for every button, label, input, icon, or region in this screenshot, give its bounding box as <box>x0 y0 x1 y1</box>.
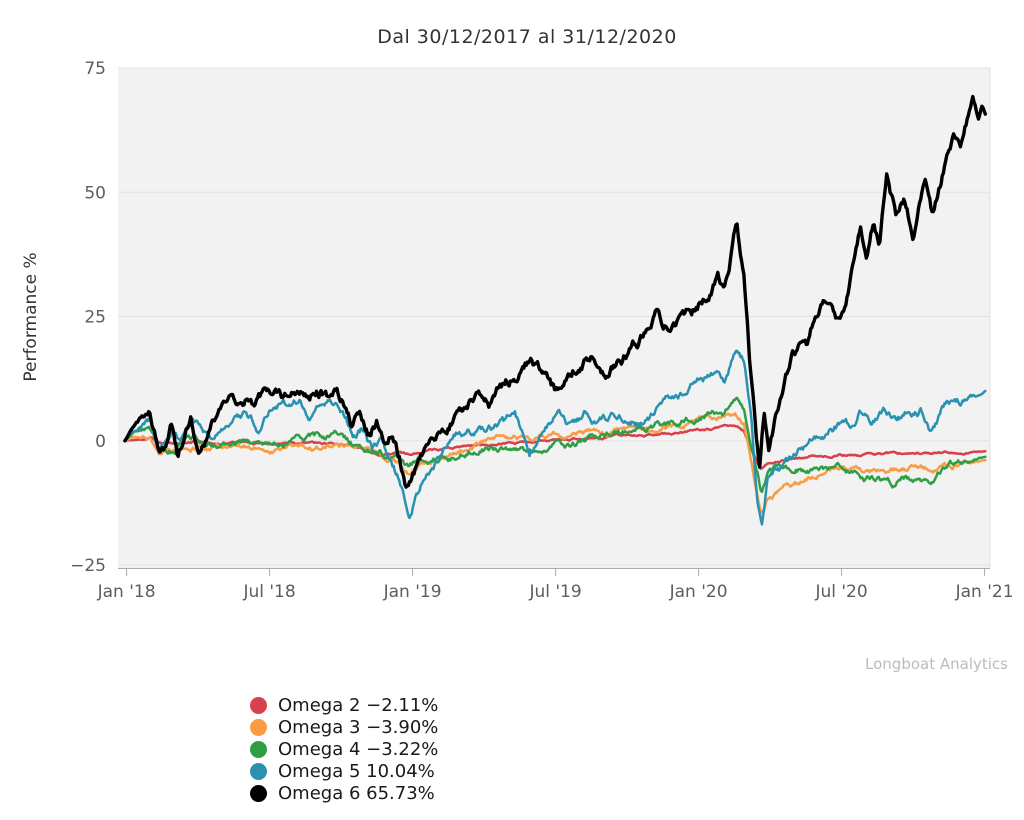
x-tick-label: Jul '18 <box>242 582 295 602</box>
legend-item-omega-4[interactable]: Omega 4 −3.22% <box>250 738 438 760</box>
series-group <box>123 94 987 526</box>
series-line-omega-6 <box>123 94 987 489</box>
series-line-omega-5 <box>123 349 987 526</box>
legend-marker-icon <box>250 718 267 736</box>
x-tick-label: Jul '19 <box>528 582 581 602</box>
legend-marker-icon <box>250 696 267 714</box>
chart-canvas: 75 50 25 0 −25 Jan '18 Jul '18 Jan '19 Jul '19 Ja… <box>70 59 1014 602</box>
legend-marker-icon <box>250 740 267 758</box>
plot-area[interactable] <box>118 68 990 568</box>
legend-marker-icon <box>250 762 267 780</box>
x-tick-label: Jul '20 <box>814 582 867 602</box>
x-tick-label: Jan '18 <box>97 582 156 602</box>
x-tick-label: Jan '19 <box>383 582 442 602</box>
y-tick-label: 75 <box>84 59 106 79</box>
y-tick-label: 25 <box>84 308 106 328</box>
legend-item-omega-5[interactable]: Omega 5 10.04% <box>250 760 438 782</box>
chart-legend: Omega 2 −2.11% Omega 3 −3.90% Omega 4 −3.2… <box>250 694 438 804</box>
y-tick-label: 50 <box>84 183 106 203</box>
legend-label: Omega 2 −2.11% <box>278 694 439 716</box>
legend-label: Omega 6 65.73% <box>278 782 435 804</box>
legend-item-omega-3[interactable]: Omega 3 −3.90% <box>250 716 438 738</box>
series-line-omega-4 <box>123 396 987 494</box>
y-tick-label: −25 <box>70 556 106 576</box>
legend-label: Omega 3 −3.90% <box>278 716 439 738</box>
legend-marker-icon <box>250 784 267 802</box>
legend-label: Omega 4 −3.22% <box>278 738 439 760</box>
y-tick-label: 0 <box>95 432 106 452</box>
watermark-credit[interactable]: Longboat Analytics <box>865 655 1008 673</box>
x-tick-label: Jan '20 <box>669 582 728 602</box>
x-tick-label: Jan '21 <box>955 582 1014 602</box>
legend-label: Omega 5 10.04% <box>278 760 435 782</box>
legend-item-omega-2[interactable]: Omega 2 −2.11% <box>250 694 438 716</box>
legend-item-omega-6[interactable]: Omega 6 65.73% <box>250 782 438 804</box>
chart-title: Dal 30/12/2017 al 31/12/2020 <box>377 26 677 48</box>
